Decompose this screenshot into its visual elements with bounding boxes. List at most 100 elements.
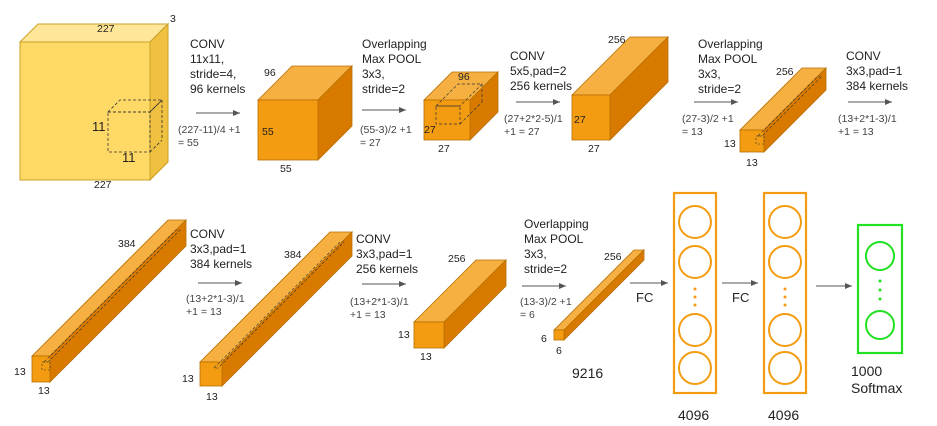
stage6-conv-label: CONV 3x3,pad=1 384 kernels (13+2*1-3)/1 … <box>186 227 252 318</box>
svg-text:3x3,pad=1: 3x3,pad=1 <box>846 64 903 78</box>
svg-text:96 kernels: 96 kernels <box>190 82 245 96</box>
svg-text:256 kernels: 256 kernels <box>356 262 418 276</box>
svg-text:Overlapping: Overlapping <box>698 37 763 51</box>
svg-text:(13-3)/2 +1: (13-3)/2 +1 <box>520 296 572 308</box>
conv1-depth-label: 96 <box>264 67 276 79</box>
svg-text:+1 = 13: +1 = 13 <box>350 309 386 321</box>
pool2-depth-label: 256 <box>776 66 794 78</box>
svg-text:= 13: = 13 <box>682 126 703 138</box>
conv3-depth-label: 384 <box>118 238 136 250</box>
svg-text:(13+2*1-3)/1: (13+2*1-3)/1 <box>350 296 409 308</box>
svg-text:= 55: = 55 <box>178 137 199 149</box>
svg-text:+1 = 13: +1 = 13 <box>838 126 874 138</box>
svg-text:+1 = 27: +1 = 27 <box>504 126 540 138</box>
svg-text:3x3,pad=1: 3x3,pad=1 <box>190 242 247 256</box>
pool2-height-label: 13 <box>724 138 736 150</box>
svg-text:Overlapping: Overlapping <box>362 37 427 51</box>
fc1-connector: FC <box>630 280 668 305</box>
input-height-label: 227 <box>94 179 112 191</box>
volume-pool3: 256 6 6 <box>541 249 645 357</box>
svg-text:(13+2*1-3)/1: (13+2*1-3)/1 <box>186 293 245 305</box>
svg-text:stride=2: stride=2 <box>362 82 405 96</box>
stage1-conv-label: CONV 11x11, stride=4, 96 kernels (227-11… <box>178 37 245 149</box>
input-width-label: 227 <box>97 23 115 35</box>
flatten-size-label: 9216 <box>572 365 603 381</box>
input-depth-label: 3 <box>170 13 176 25</box>
volume-conv1: 96 55 55 <box>257 65 353 175</box>
svg-text:stride=4,: stride=4, <box>190 67 236 81</box>
conv5-height-label: 13 <box>398 329 410 341</box>
pool3-width-label: 6 <box>556 345 562 357</box>
svg-text:Max POOL: Max POOL <box>698 52 758 66</box>
input-volume: 227 3 227 11 11 <box>18 13 176 191</box>
pool1-depth-label: 96 <box>458 71 470 83</box>
svg-text:CONV: CONV <box>190 37 225 51</box>
conv1-width-label: 55 <box>280 163 292 175</box>
conv5-depth-label: 256 <box>448 253 466 265</box>
softmax-layer: 1000 Softmax <box>851 223 904 396</box>
svg-text:FC: FC <box>732 290 749 305</box>
conv4-height-label: 13 <box>182 373 194 385</box>
svg-text:FC: FC <box>636 290 653 305</box>
svg-text:3x3,: 3x3, <box>698 67 721 81</box>
svg-text:(27-3)/2 +1: (27-3)/2 +1 <box>682 113 734 125</box>
conv2-height-label: 27 <box>574 114 586 126</box>
stage5-conv-label: CONV 3x3,pad=1 384 kernels (13+2*1-3)/1 … <box>838 49 908 138</box>
conv2-width-label: 27 <box>588 143 600 155</box>
output-name-label: Softmax <box>851 380 902 396</box>
conv4-depth-label: 384 <box>284 249 302 261</box>
volume-pool1: 96 27 27 <box>423 71 499 155</box>
pool3-height-label: 6 <box>541 333 547 345</box>
fc2-size-label: 4096 <box>768 407 799 423</box>
conv4-width-label: 13 <box>206 391 218 403</box>
fc2-layer: 4096 <box>762 191 808 423</box>
svg-text:Max POOL: Max POOL <box>524 232 584 246</box>
svg-text:= 27: = 27 <box>360 137 381 149</box>
svg-text:3x3,: 3x3, <box>362 67 385 81</box>
stage3-conv-label: CONV 5x5,pad=2 256 kernels (27+2*2-5)/1 … <box>504 49 572 138</box>
pool1-width-label: 27 <box>438 143 450 155</box>
svg-text:(55-3)/2 +1: (55-3)/2 +1 <box>360 124 412 136</box>
svg-text:3x3,: 3x3, <box>524 247 547 261</box>
svg-text:(227-11)/4 +1: (227-11)/4 +1 <box>178 124 241 136</box>
stage8-pool-label: Overlapping Max POOL 3x3, stride=2 (13-3… <box>520 217 589 321</box>
svg-text:3x3,pad=1: 3x3,pad=1 <box>356 247 413 261</box>
volume-conv3: 384 13 13 <box>14 219 187 397</box>
svg-text:(13+2*1-3)/1: (13+2*1-3)/1 <box>838 113 897 125</box>
pool1-height-label: 27 <box>424 124 436 136</box>
stage4-pool-label: Overlapping Max POOL 3x3, stride=2 (27-3… <box>682 37 763 138</box>
kernel-w-label: 11 <box>122 150 136 165</box>
kernel-h-label: 11 <box>92 119 106 134</box>
volume-conv4: 384 13 13 <box>182 231 353 403</box>
volume-conv2: 256 27 27 <box>571 34 669 155</box>
svg-text:384 kernels: 384 kernels <box>190 257 252 271</box>
svg-text:stride=2: stride=2 <box>524 262 567 276</box>
svg-text:CONV: CONV <box>190 227 225 241</box>
svg-text:CONV: CONV <box>510 49 545 63</box>
svg-text:Max POOL: Max POOL <box>362 52 422 66</box>
svg-text:256 kernels: 256 kernels <box>510 79 572 93</box>
svg-text:384 kernels: 384 kernels <box>846 79 908 93</box>
stage2-pool-label: Overlapping Max POOL 3x3, stride=2 (55-3… <box>360 37 427 149</box>
svg-text:+1 = 13: +1 = 13 <box>186 306 222 318</box>
conv3-width-label: 13 <box>38 385 50 397</box>
svg-text:Overlapping: Overlapping <box>524 217 589 231</box>
svg-text:CONV: CONV <box>356 232 391 246</box>
fc1-layer: 4096 <box>672 191 718 423</box>
output-size-label: 1000 <box>851 363 882 379</box>
pool2-width-label: 13 <box>746 157 758 169</box>
conv5-width-label: 13 <box>420 351 432 363</box>
svg-text:CONV: CONV <box>846 49 881 63</box>
svg-text:11x11,: 11x11, <box>190 52 224 66</box>
svg-text:(27+2*2-5)/1: (27+2*2-5)/1 <box>504 113 563 125</box>
svg-text:5x5,pad=2: 5x5,pad=2 <box>510 64 567 78</box>
svg-text:stride=2: stride=2 <box>698 82 741 96</box>
conv3-height-label: 13 <box>14 366 26 378</box>
conv1-height-label: 55 <box>262 126 274 138</box>
volume-pool2: 256 13 13 <box>724 66 827 169</box>
volume-conv5: 256 13 13 <box>398 253 507 363</box>
svg-text:= 6: = 6 <box>520 309 535 321</box>
fc2-connector: FC <box>722 280 758 305</box>
conv2-depth-label: 256 <box>608 34 626 46</box>
